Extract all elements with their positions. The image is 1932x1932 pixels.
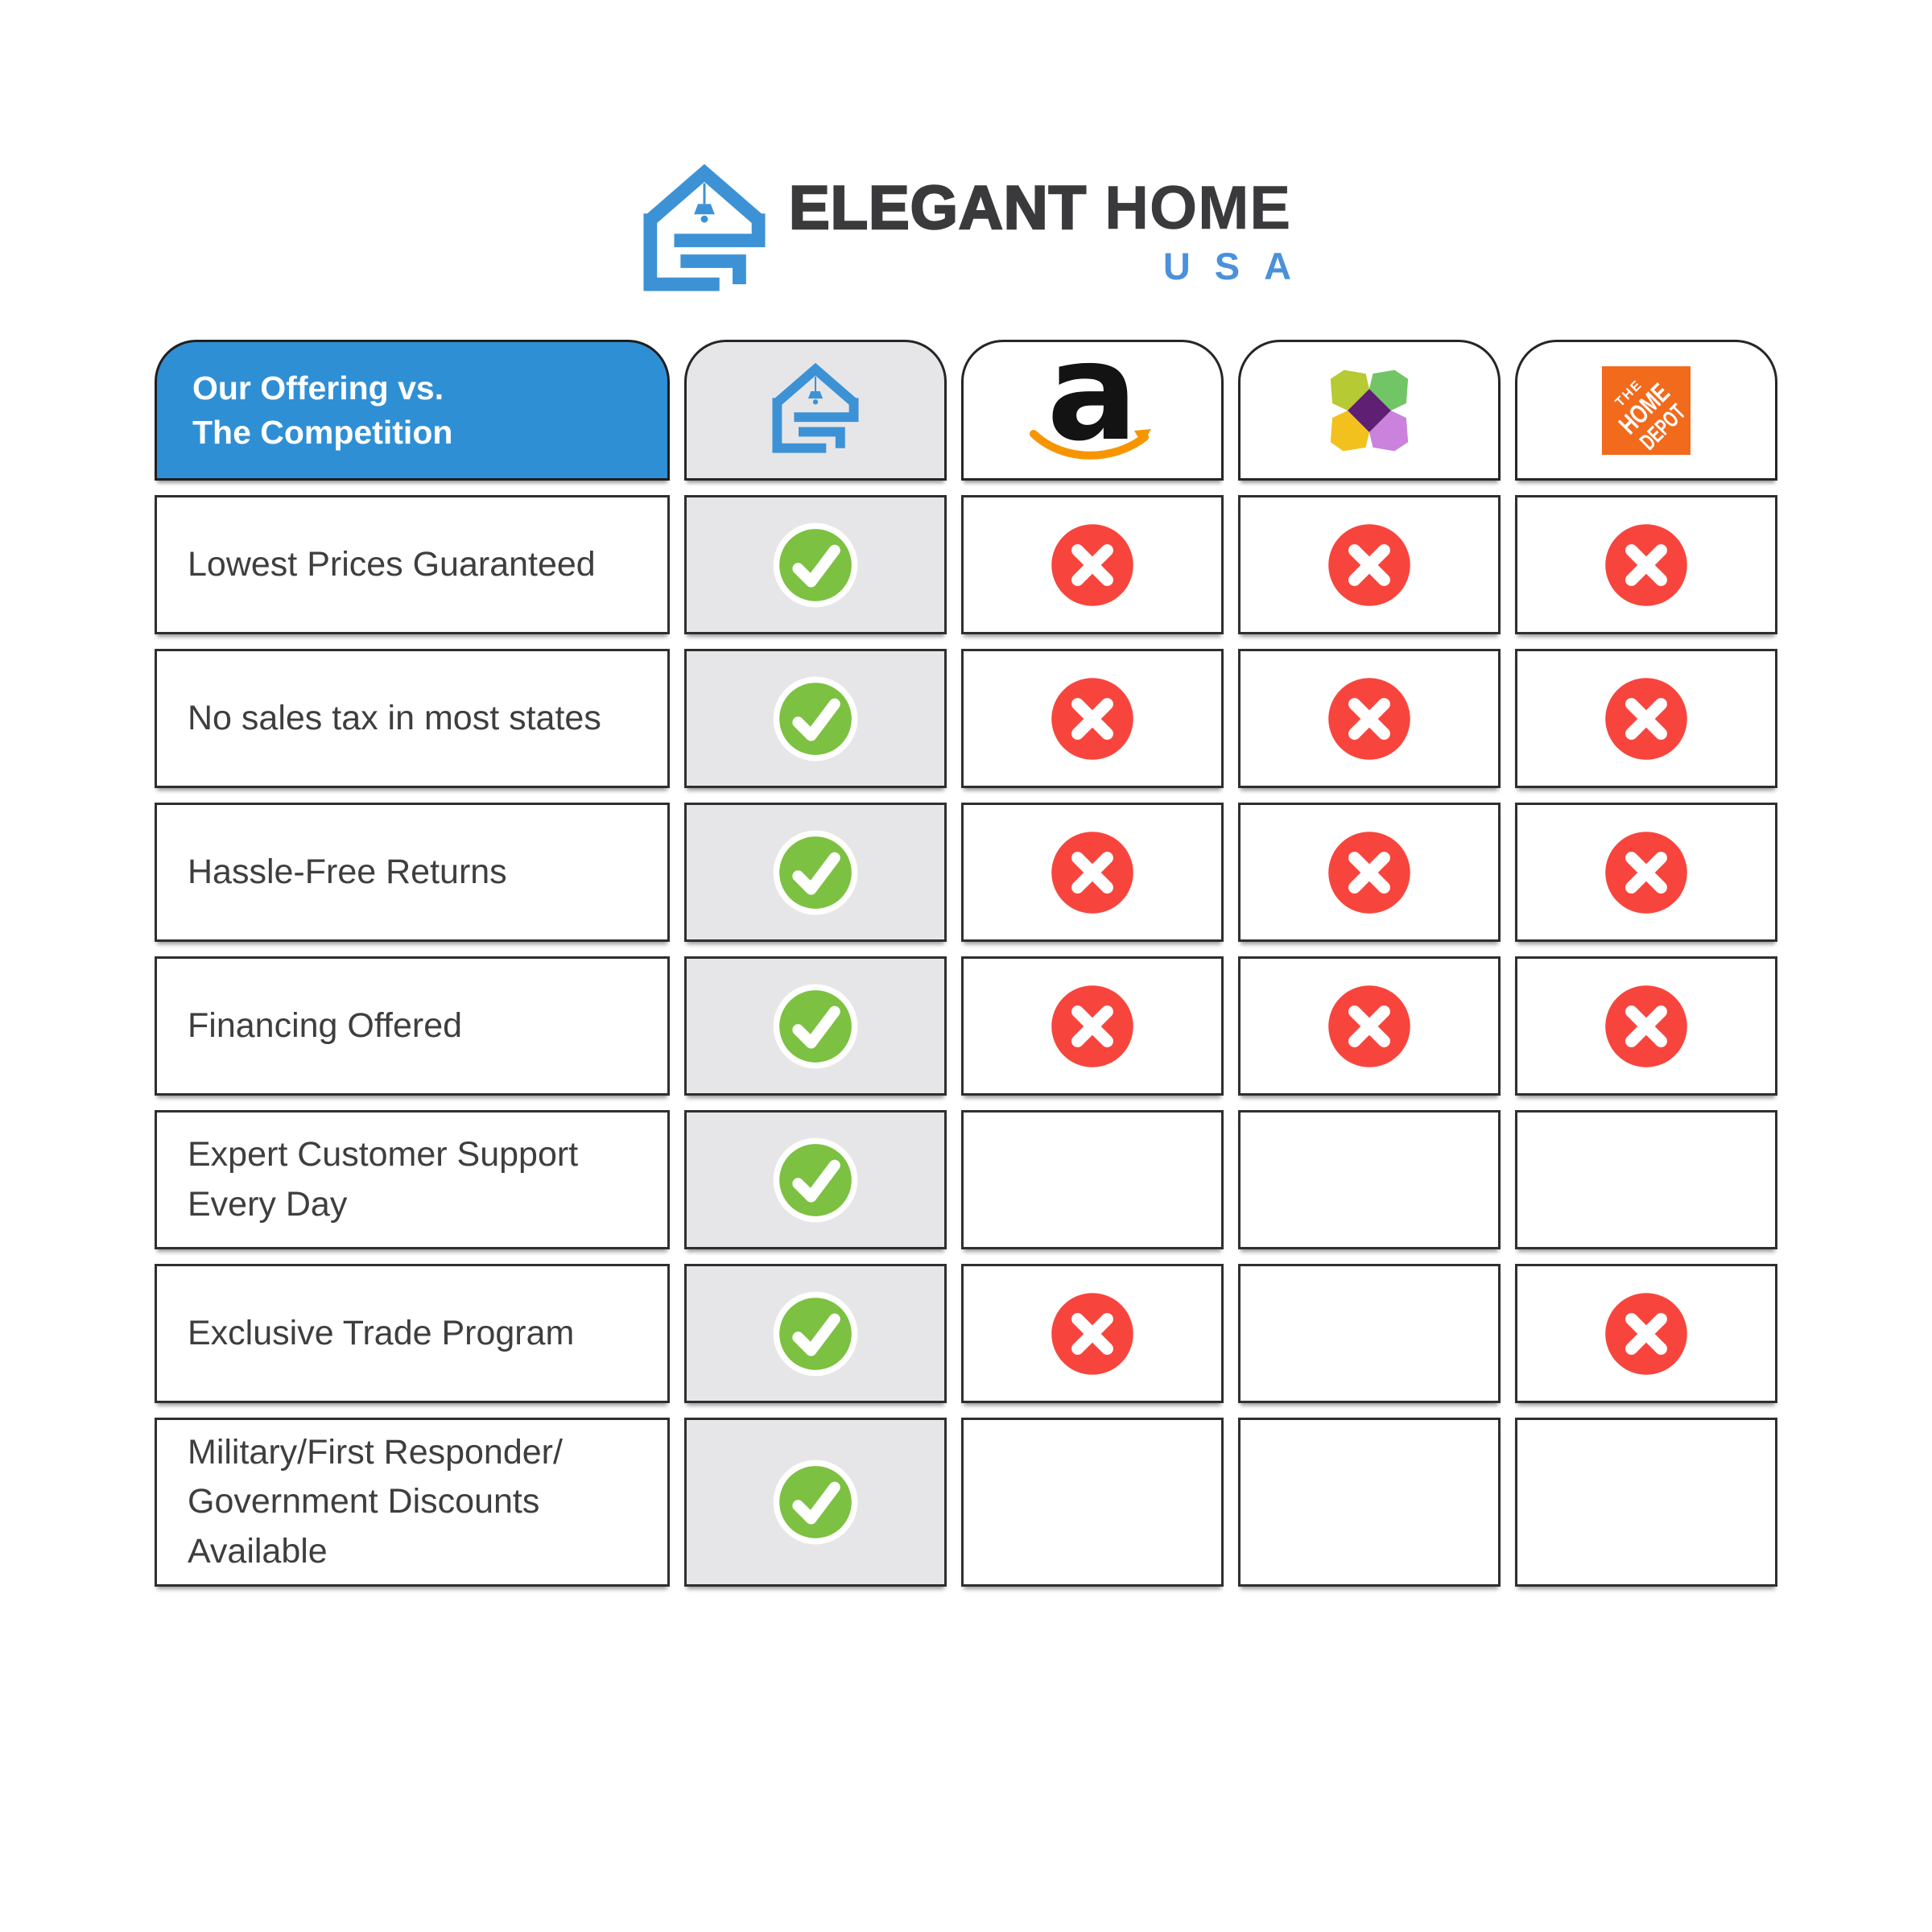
header-title-line1: Our Offering vs. (192, 369, 444, 407)
value-cell-elegant-home (684, 956, 947, 1096)
cross-icon (1051, 523, 1133, 606)
value-cell-home-depot (1515, 803, 1777, 942)
value-cell-wayfair (1238, 1264, 1501, 1403)
brand-name-sub: USA (1162, 244, 1316, 287)
value-cell-amazon (961, 1110, 1224, 1249)
cross-icon (1328, 677, 1410, 760)
cross-icon (1605, 677, 1687, 760)
brand-name-primary: ELEGANT (788, 173, 1088, 242)
brand-house-icon-slot (641, 163, 768, 298)
value-cell-home-depot (1515, 956, 1777, 1096)
feature-label: Expert Customer Support Every Day (155, 1110, 670, 1249)
value-cell-elegant-home (684, 803, 947, 942)
value-cell-elegant-home (684, 649, 947, 788)
value-cell-amazon (961, 803, 1224, 942)
value-cell-elegant-home (684, 1264, 947, 1403)
amazon-logo-icon: a (1024, 324, 1161, 466)
cross-icon (1605, 985, 1687, 1067)
value-cell-amazon (961, 495, 1224, 634)
feature-label: No sales tax in most states (155, 649, 670, 788)
feature-label: Military/First Responder/ Government Dis… (155, 1418, 670, 1587)
value-cell-amazon (961, 1418, 1224, 1587)
home-depot-logo-icon: THE HOME DEPOT (1602, 365, 1690, 455)
wayfair-logo-icon (1330, 369, 1409, 451)
brand-logo: ELEGANT HOME USA (0, 0, 1932, 298)
feature-label: Hassle-Free Returns (155, 803, 670, 942)
value-cell-wayfair (1238, 495, 1501, 634)
value-cell-home-depot (1515, 1110, 1777, 1249)
cross-icon (1605, 831, 1687, 914)
header-title-cell: Our Offering vs. The Competition (155, 340, 670, 481)
value-cell-elegant-home (684, 1418, 947, 1587)
comparison-table: Our Offering vs. The Competition a (155, 324, 1777, 1587)
value-cell-elegant-home (684, 495, 947, 634)
feature-label: Exclusive Trade Program (155, 1264, 670, 1403)
value-cell-amazon (961, 649, 1224, 788)
value-cell-wayfair (1238, 956, 1501, 1096)
cross-icon (1605, 523, 1687, 606)
value-cell-amazon (961, 1264, 1224, 1403)
check-icon (773, 984, 858, 1068)
brand-name-secondary: HOME (1104, 173, 1292, 242)
brand-wordmark: ELEGANT HOME USA (788, 176, 1291, 285)
column-header-amazon: a (961, 324, 1224, 481)
value-cell-wayfair (1238, 1110, 1501, 1249)
value-cell-wayfair (1238, 1418, 1501, 1587)
value-cell-wayfair (1238, 649, 1501, 788)
cross-icon (1328, 985, 1410, 1067)
value-cell-home-depot (1515, 649, 1777, 788)
check-icon (773, 676, 858, 761)
check-icon (773, 830, 858, 914)
check-icon (773, 1137, 858, 1222)
check-icon (773, 522, 858, 607)
feature-label: Lowest Prices Guaranteed (155, 495, 670, 634)
check-icon (773, 1459, 858, 1545)
value-cell-amazon (961, 956, 1224, 1096)
value-cell-wayfair (1238, 803, 1501, 942)
brand-name: ELEGANT HOME (788, 176, 1291, 240)
amazon-letter: a (1046, 312, 1138, 471)
cross-icon (1051, 677, 1133, 760)
check-icon (773, 1291, 858, 1376)
header-title-line2: The Competition (192, 413, 453, 451)
cross-icon (1051, 985, 1133, 1067)
feature-label: Financing Offered (155, 956, 670, 1096)
elegant-home-house-icon (772, 362, 859, 453)
value-cell-home-depot (1515, 1418, 1777, 1587)
elegant-home-house-icon (643, 163, 766, 291)
elegant-home-logo-slot (770, 362, 861, 458)
pendant-light-icon (694, 183, 715, 223)
column-header-elegant-home (684, 340, 947, 481)
pendant-light-icon (807, 376, 824, 404)
column-header-home-depot: THE HOME DEPOT (1515, 340, 1777, 481)
cross-icon (1328, 831, 1410, 914)
cross-icon (1051, 1292, 1133, 1375)
value-cell-home-depot (1515, 1264, 1777, 1403)
cross-icon (1605, 1292, 1687, 1375)
amazon-smile-arrow-icon (1030, 428, 1151, 460)
value-cell-home-depot (1515, 495, 1777, 634)
column-header-wayfair (1238, 340, 1501, 481)
cross-icon (1328, 523, 1410, 606)
value-cell-elegant-home (684, 1110, 947, 1249)
cross-icon (1051, 831, 1133, 914)
